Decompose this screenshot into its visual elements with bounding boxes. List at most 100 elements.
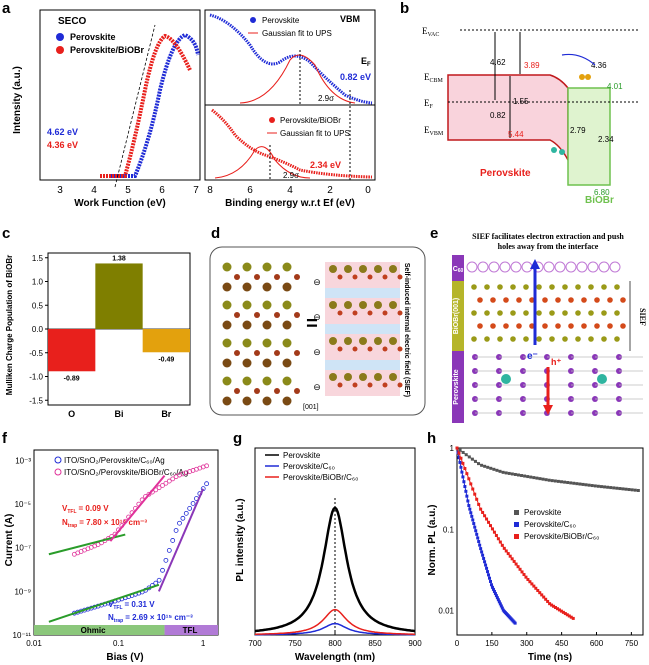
c60-molecule: [587, 261, 599, 273]
biobr-atom: [536, 310, 542, 316]
trpl-xlabel: Time (ns): [528, 652, 572, 663]
o-atom-r: [397, 346, 403, 352]
sclc-point: [166, 478, 172, 484]
svg-text:4: 4: [287, 185, 293, 196]
panel-e: e SIEF facilitates electron extraction a…: [430, 225, 649, 425]
sclc-xtick-label: 0.1: [113, 639, 125, 648]
o-atom-r: [337, 382, 343, 388]
sclc-point: [183, 510, 189, 516]
v462: 4.62: [490, 58, 506, 67]
o-atom-r: [367, 274, 373, 280]
charge-sign: ⊖: [313, 347, 321, 357]
o-atom: [294, 312, 300, 318]
biobr-atom: [510, 310, 516, 316]
bi-atom: [222, 376, 232, 386]
seco-xlabel: Work Function (eV): [74, 198, 165, 209]
o-atom: [254, 274, 260, 280]
biobr-atom: [614, 310, 620, 316]
biobr-atom: [601, 284, 607, 290]
br-atom: [282, 396, 292, 406]
sief-label: Self-induced internal electric field (SI…: [403, 263, 410, 397]
panel-c-label: c: [2, 225, 11, 242]
o-atom-r: [337, 346, 343, 352]
seco-title: SECO: [58, 16, 87, 27]
c60-molecule: [466, 261, 478, 273]
biobr-atom: [562, 310, 568, 316]
biobr-atom: [568, 323, 574, 329]
sclc-ytick-label: 10⁻⁵: [15, 500, 31, 509]
sclc-legend-2: ITO/SnO₂/Perovskite/BiOBr/C₆₀/Ag: [64, 468, 188, 477]
sclc-ytick-label: 10⁻⁷: [15, 544, 31, 553]
br-atom: [262, 358, 272, 368]
seco-xticks: 3 4 5 6 7: [57, 185, 199, 196]
vbm-bot-legend-1: Perovskite/BiOBr: [280, 116, 341, 125]
tfl-region: [164, 625, 218, 635]
o-atom: [294, 388, 300, 394]
evac-label: EVAC: [422, 26, 439, 38]
bi-atom-r: [374, 301, 382, 309]
panel-f: f Current (A) Bias (V) ITO/SnO₂/Perovski…: [0, 430, 225, 665]
biobr-atom: [568, 297, 574, 303]
pl-xtick-label: 850: [368, 639, 382, 648]
bi-atom: [282, 262, 292, 272]
biobr-atom: [490, 297, 496, 303]
o-atom: [274, 274, 280, 280]
sclc-point: [204, 481, 210, 487]
charge-sign: ⊖: [313, 382, 321, 392]
pl-legend-1: Perovskite: [283, 451, 321, 460]
ohmic-region: [34, 625, 165, 635]
panel-a-label: a: [2, 0, 11, 17]
mulliken-ytick-label: -1.5: [29, 396, 43, 405]
biobr-atom: [575, 310, 581, 316]
mulliken-bar-bi: [95, 263, 143, 329]
bi-atom-r: [389, 373, 397, 381]
o-atom-r: [352, 310, 358, 316]
o-atom: [234, 350, 240, 356]
charge-sign: ⊖: [313, 277, 321, 287]
trpl-chart: Norm. PL (a.u.) Time (ns) Perovskite Per…: [427, 444, 644, 663]
biobr-atom: [594, 297, 600, 303]
panel-c: c Mulliken Charge Population of BiOBr 1.…: [0, 225, 200, 425]
sclc-ytick-label: 10⁻⁹: [14, 587, 31, 596]
bi-atom: [242, 338, 252, 348]
ntrap-2: Ntrap = 2.69 × 10¹⁵ cm⁻³: [108, 613, 193, 624]
bi-atom: [222, 262, 232, 272]
biobr-atom: [523, 336, 529, 342]
sclc-ytick-label: 10⁻¹¹: [13, 631, 32, 640]
biobr-atom: [542, 323, 548, 329]
biobr-atom: [477, 297, 483, 303]
trpl-xtick-label: 750: [625, 639, 639, 648]
o-atom: [254, 388, 260, 394]
mulliken-value-label: 1.38: [112, 255, 126, 262]
svg-text:5: 5: [125, 185, 131, 196]
v680: 6.80: [594, 188, 610, 197]
sclc-chart: Current (A) Bias (V) ITO/SnO₂/Perovskite…: [4, 449, 219, 663]
vbm-top-value: 0.82 eV: [340, 72, 371, 82]
o-atom: [294, 274, 300, 280]
v401: 4.01: [607, 82, 623, 91]
trpl-xtick-label: 450: [555, 639, 569, 648]
mulliken-category-label: Bi: [115, 409, 124, 419]
mulliken-category-label: Br: [161, 409, 171, 419]
interface-structure: SIEF facilitates electron extraction and…: [452, 232, 647, 423]
bi-atom-r: [329, 301, 337, 309]
perovskite-e-label: Perovskite: [453, 369, 460, 405]
c60-molecule: [598, 261, 610, 273]
o-atom: [294, 350, 300, 356]
o-atom-r: [352, 346, 358, 352]
pl-legend-2: Perovskite/C₆₀: [283, 462, 335, 471]
hole-atom: [501, 374, 511, 384]
sclc-point: [177, 520, 182, 526]
biobr-atom: [575, 336, 581, 342]
bi-atom: [222, 300, 232, 310]
c60-label: C60: [453, 266, 464, 274]
c60-molecule: [576, 261, 588, 273]
tfl-fit-1: [109, 475, 166, 542]
panel-g-label: g: [233, 430, 243, 447]
o-atom: [234, 274, 240, 280]
mulliken-ytick-label: 1.0: [32, 278, 44, 287]
crystal-structure: = Self-induced internal electric field (…: [209, 246, 426, 416]
biobr-atom: [471, 336, 477, 342]
v389: 3.89: [524, 61, 540, 70]
mulliken-ytick-label: 0.5: [32, 301, 44, 310]
